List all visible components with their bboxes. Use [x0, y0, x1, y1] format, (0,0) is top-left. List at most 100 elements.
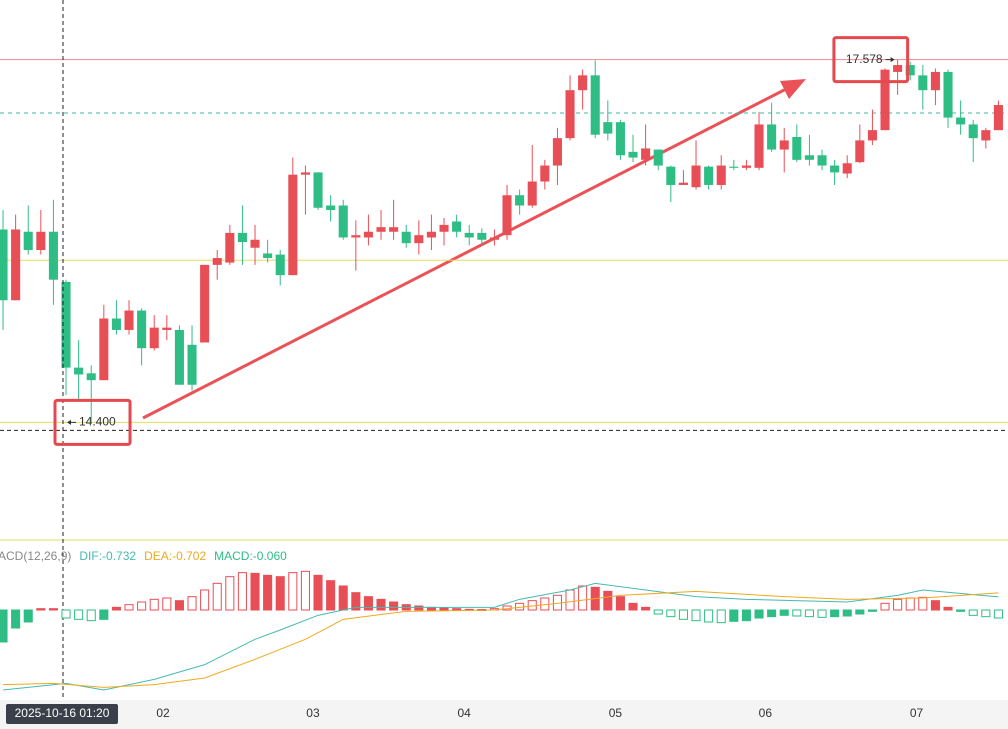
- macd-bar: [275, 576, 285, 611]
- annotation-box: [832, 36, 910, 84]
- candle-body: [426, 231, 436, 238]
- macd-bar: [439, 607, 449, 611]
- candle-body: [502, 195, 512, 236]
- candle-body: [905, 65, 915, 76]
- candle-body: [250, 239, 260, 248]
- macd-bar: [300, 570, 310, 611]
- candle-body: [578, 75, 588, 91]
- macd-bar: [414, 605, 424, 611]
- macd-bar: [741, 609, 751, 622]
- macd-bar: [767, 609, 777, 618]
- candle-body: [162, 327, 172, 330]
- macd-bar: [754, 609, 764, 619]
- x-tick-label: 06: [759, 706, 773, 720]
- macd-bar: [137, 601, 147, 611]
- macd-bar: [804, 609, 814, 618]
- candle-body: [767, 124, 777, 150]
- macd-bar: [930, 600, 940, 611]
- macd-bar: [389, 601, 399, 611]
- candle-body: [792, 136, 802, 160]
- macd-bar: [225, 576, 235, 611]
- macd-bar: [641, 606, 651, 611]
- candle-body: [880, 69, 890, 131]
- candle-body: [111, 318, 121, 330]
- candle-body: [666, 166, 676, 185]
- macd-line: [2, 582, 999, 691]
- macd-bar: [212, 582, 222, 611]
- macd-bar: [111, 606, 121, 611]
- candle-body: [351, 235, 361, 238]
- trend-arrow: [142, 84, 793, 420]
- candle-body: [439, 224, 449, 232]
- candle-body: [615, 122, 625, 156]
- macd-bar: [918, 596, 928, 611]
- macd-bar: [968, 609, 978, 616]
- candle-body: [338, 205, 348, 238]
- candle-body: [729, 166, 739, 168]
- candle-body: [918, 75, 928, 91]
- x-axis-strip: [0, 700, 1008, 729]
- annotation-arrow-head: [890, 57, 895, 63]
- candle-body: [237, 232, 247, 243]
- candle-body: [804, 155, 814, 160]
- macd-bar: [628, 602, 638, 611]
- macd-bar: [716, 609, 726, 624]
- candle-body: [842, 163, 852, 174]
- candle-body: [464, 232, 474, 238]
- candle-body: [0, 229, 8, 301]
- macd-bar: [48, 608, 58, 611]
- macd-bar: [11, 609, 21, 629]
- macd-bar: [905, 597, 915, 611]
- macd-bar: [338, 585, 348, 611]
- candle-body: [61, 281, 71, 368]
- candle-body: [515, 195, 525, 206]
- macd-bar: [99, 609, 109, 620]
- x-tick-label: 04: [458, 706, 472, 720]
- x-tick-label: 05: [609, 706, 623, 720]
- candle-body: [11, 229, 21, 301]
- crosshair-label: 2025-10-16 01:20: [15, 706, 110, 720]
- macd-bar: [565, 589, 575, 611]
- candle-body: [527, 181, 537, 206]
- candle-body: [36, 231, 46, 251]
- candle-body: [855, 140, 865, 163]
- candle-body: [363, 231, 373, 238]
- macd-bar: [23, 609, 33, 623]
- candle-body: [99, 318, 109, 381]
- candle-body: [628, 151, 638, 158]
- macd-bar: [237, 572, 247, 611]
- candle-body: [653, 149, 663, 166]
- candle-body: [603, 122, 613, 134]
- candle-body: [968, 124, 978, 139]
- crosshair-label-bg: [6, 704, 118, 724]
- trend-arrow-head: [780, 79, 806, 99]
- candle-body: [452, 221, 462, 232]
- macd-bar: [351, 592, 361, 611]
- candle-body: [704, 166, 714, 185]
- macd-bar: [867, 609, 877, 612]
- x-tick-label: 03: [306, 706, 320, 720]
- macd-bar: [729, 609, 739, 622]
- candle-body: [288, 174, 298, 276]
- candle-body: [930, 71, 940, 91]
- macd-bar: [956, 609, 966, 612]
- candle-body: [414, 235, 424, 244]
- macd-line: [3, 590, 999, 688]
- x-tick-label: 07: [910, 706, 924, 720]
- candle-body: [867, 130, 877, 141]
- candle-body: [565, 90, 575, 139]
- candle-body: [389, 227, 399, 232]
- candle-body: [893, 65, 903, 72]
- candle-body: [225, 232, 235, 263]
- candle-body: [830, 165, 840, 173]
- macd-bar: [704, 609, 714, 623]
- macd-bar: [174, 600, 184, 611]
- macd-bar: [363, 596, 373, 611]
- macd-bar: [817, 609, 827, 618]
- macd-bar: [943, 606, 953, 611]
- macd-bar: [452, 608, 462, 611]
- candle-body: [993, 105, 1003, 131]
- macd-bar: [124, 604, 134, 611]
